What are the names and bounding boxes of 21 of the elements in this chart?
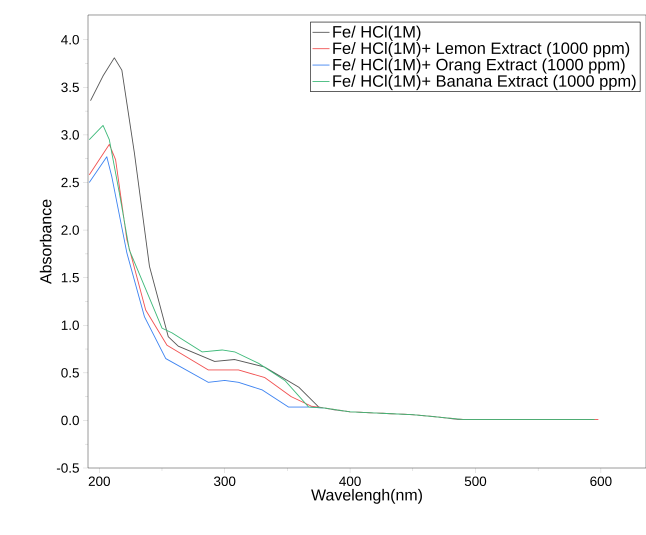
y-tick-label: 2.0 — [61, 225, 79, 235]
y-tick-label: 3.0 — [61, 130, 79, 140]
y-tick-label: 3.5 — [61, 82, 79, 92]
legend-label: Fe/ HCl(1M) — [333, 26, 420, 41]
x-tick-label: 400 — [339, 476, 361, 486]
y-tick-label: 1.5 — [62, 272, 79, 282]
y-tick-label: 2.5 — [61, 178, 79, 188]
legend-label: Fe/ HCl(1M)+ Orang Extract (1000 ppm) — [333, 58, 625, 74]
x-tick-label: 500 — [464, 476, 486, 486]
y-axis-title: Absorbance — [40, 200, 52, 284]
x-tick-label: 200 — [88, 476, 110, 486]
x-axis-title: Wavelengh(nm) — [311, 488, 422, 504]
y-tick-label: 1.0 — [62, 320, 79, 330]
y-tick-label: 0.0 — [61, 416, 79, 426]
x-tick-label: 300 — [214, 476, 236, 486]
legend-label: Fe/ HCl(1M)+ Banana Extract (1000 ppm) — [333, 74, 636, 90]
y-tick-label: 4.0 — [61, 34, 79, 44]
y-tick-label: -0.5 — [56, 463, 79, 473]
y-tick-label: 0.5 — [61, 368, 79, 378]
x-tick-label: 600 — [590, 476, 612, 486]
legend-label: Fe/ HCl(1M)+ Lemon Extract (1000 ppm) — [333, 42, 630, 58]
